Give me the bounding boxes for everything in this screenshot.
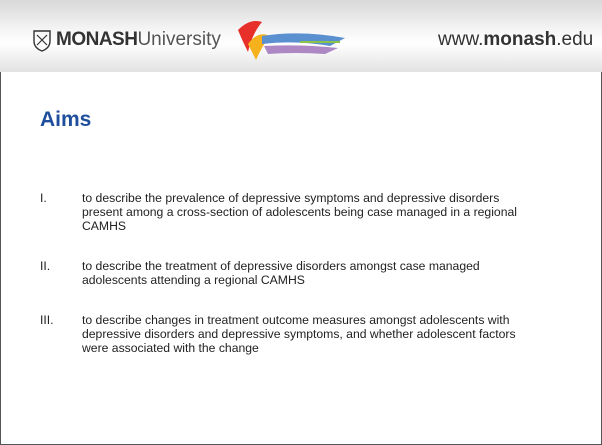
header: MONASHUniversity www.monash.edu (0, 0, 602, 72)
slide-title: Aims (40, 108, 92, 131)
crest (33, 30, 51, 52)
item-numeral: III. (40, 313, 54, 327)
header-graphics (33, 21, 345, 60)
item-text: to describe changes in treatment outcome… (82, 313, 516, 355)
url-suffix: .edu (556, 29, 594, 50)
logo-subtext: University (137, 29, 221, 50)
url-prefix: www. (438, 29, 484, 50)
item-text: to describe the prevalence of depressive… (82, 191, 517, 233)
item-numeral: II. (40, 259, 51, 273)
url-main: monash (483, 29, 557, 50)
logo-text: MONASH (56, 29, 138, 50)
swoosh (238, 21, 345, 60)
item-text: to describe the treatment of depressive … (82, 259, 480, 287)
item-numeral: I. (40, 191, 47, 205)
